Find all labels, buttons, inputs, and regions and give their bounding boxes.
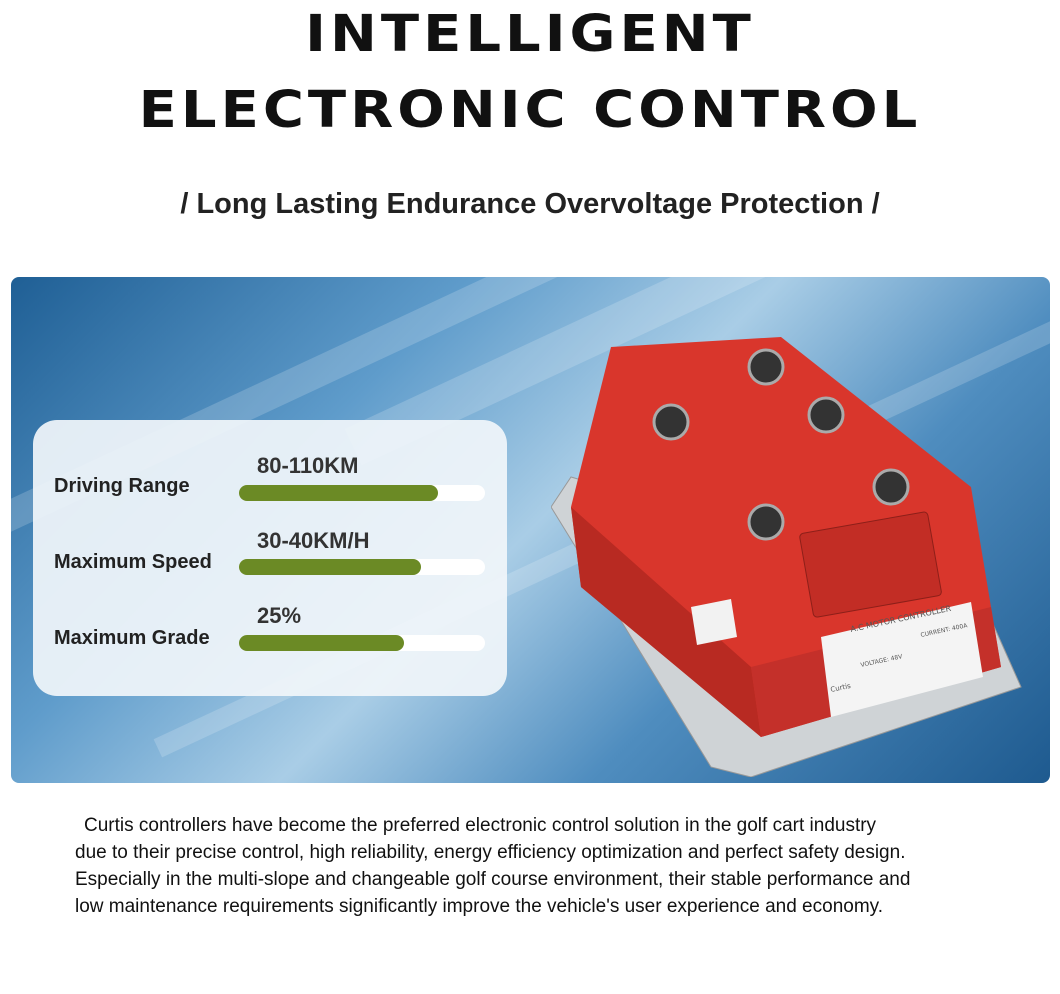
spec-label: Maximum Speed [54,551,212,573]
motor-controller-image: A.C MOTOR CONTROLLER Curtis VOLTAGE: 48V… [551,337,1022,777]
title-line-1: INTELLIGENT [305,5,755,64]
spec-bar-track [239,635,485,651]
subtitle: / Long Lasting Endurance Overvoltage Pro… [180,188,880,220]
spec-bar-fill [239,559,422,575]
specs-panel: 80-110KM Driving Range 30-40KM/H Maximum… [33,420,507,696]
spec-value: 30-40KM/H [257,528,370,553]
description-line: Curtis controllers have become the prefe… [84,815,877,836]
description: Curtis controllers have become the prefe… [75,812,1035,920]
description-line: due to their precise control, high relia… [75,842,906,863]
hero-banner: 80-110KM Driving Range 30-40KM/H Maximum… [11,277,1050,783]
title-line-2: ELECTRONIC CONTROL [138,81,922,140]
spec-label: Driving Range [54,475,190,497]
description-line: Especially in the multi-slope and change… [75,869,911,890]
description-line: low maintenance requirements significant… [75,896,884,917]
spec-value: 80-110KM [257,453,359,478]
spec-bar-track [239,559,485,575]
spec-bar-track [239,485,485,501]
spec-label: Maximum Grade [54,627,210,649]
spec-bar-fill [239,635,404,651]
spec-value: 25% [257,603,302,628]
spec-bar-fill [239,485,439,501]
product-label: A.C MOTOR CONTROLLER Curtis VOLTAGE: 48V… [821,602,983,717]
